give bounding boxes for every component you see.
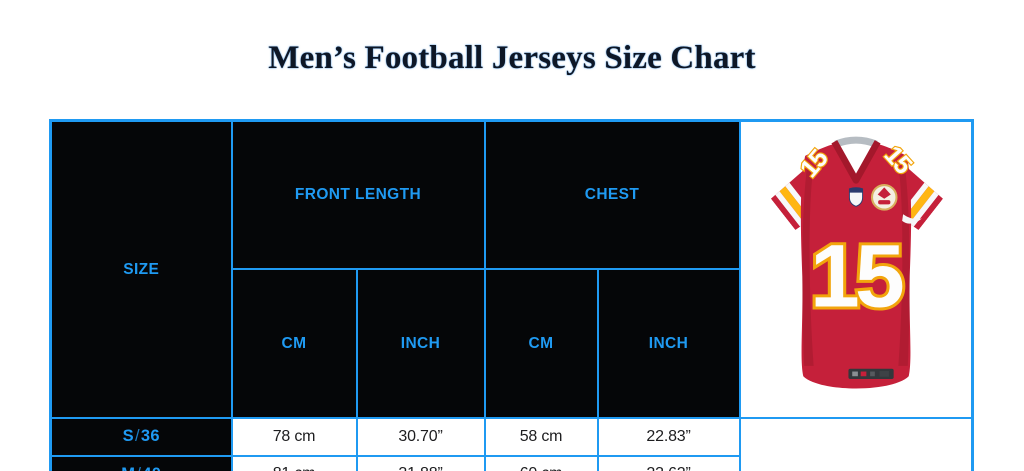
chiefs-patch-icon: [870, 184, 898, 211]
table-row: S/36 78 cm 30.70” 58 cm 22.83”: [49, 417, 973, 457]
table-header: SIZE FRONT LENGTH CHEST: [49, 119, 974, 419]
cell-front-length-cm: 81 cm: [230, 454, 358, 471]
cell-chest-cm: 60 cm: [483, 454, 599, 471]
jock-tag: [848, 368, 894, 380]
cell-front-length-cm: 78 cm: [230, 417, 358, 457]
nfl-shield-icon: [848, 187, 863, 207]
header-row-units: CM INCH CM INCH: [51, 268, 973, 419]
size-label: S/36: [49, 417, 233, 457]
nike-swoosh-icon: [901, 214, 922, 224]
cell-front-length-inch: 31.88”: [355, 454, 486, 471]
jersey-number: 15: [810, 226, 903, 326]
jersey-product-image: 15 15: [768, 136, 945, 389]
cell-chest-inch: 23.62”: [596, 454, 741, 471]
column-header-front-length: FRONT LENGTH: [230, 119, 486, 271]
cell-chest-cm: 58 cm: [483, 417, 599, 457]
jersey-collar-trim: [831, 140, 881, 184]
subheader-front-length-cm: CM: [230, 268, 358, 419]
column-header-chest: CHEST: [483, 119, 741, 271]
cell-front-length-inch: 30.70”: [355, 417, 486, 457]
size-chart-table: SIZE FRONT LENGTH CHEST: [49, 119, 975, 471]
subheader-chest-cm: CM: [483, 268, 599, 419]
jersey-cell: 15 15: [738, 119, 974, 419]
size-label: M/40: [49, 454, 233, 471]
subheader-chest-inch: INCH: [596, 268, 741, 419]
page-title: Men’s Football Jerseys Size Chart: [268, 40, 756, 76]
column-header-size: SIZE: [49, 119, 233, 419]
subheader-front-length-inch: INCH: [355, 268, 486, 419]
cell-chest-inch: 22.83”: [596, 417, 741, 457]
table-row: M/4081 cm31.88”60 cm23.62”: [49, 454, 973, 471]
header-row-groups: SIZE FRONT LENGTH CHEST: [49, 119, 974, 419]
jersey-back-collar: [834, 136, 878, 148]
